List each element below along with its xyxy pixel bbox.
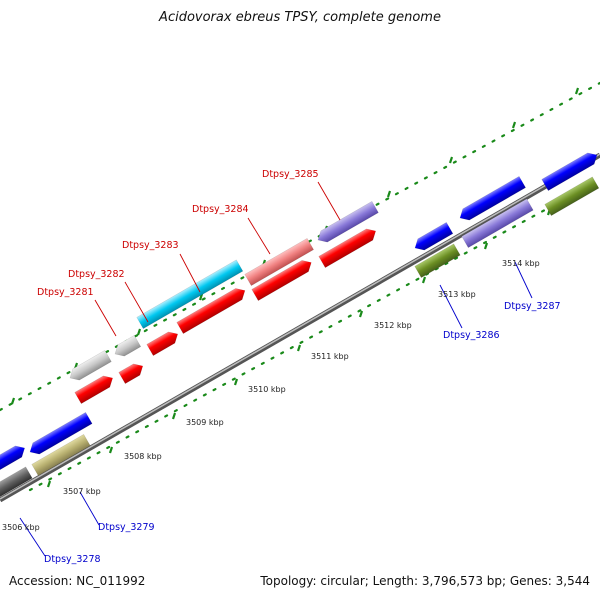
gene-feature[interactable] (67, 350, 112, 383)
gene-label-leader (439, 284, 463, 329)
gene-feature[interactable] (315, 201, 379, 245)
gene-feature[interactable] (176, 285, 248, 334)
gene-label-leader (94, 299, 117, 337)
gene-arrow[interactable] (136, 259, 244, 329)
gene-arrow[interactable] (0, 442, 28, 474)
gene-feature[interactable] (318, 225, 379, 268)
gene-label-leader (247, 217, 271, 255)
major-tick-mark (233, 378, 239, 386)
gene-feature[interactable] (541, 149, 600, 191)
major-tick-mark (386, 190, 392, 198)
major-tick-mark (136, 328, 142, 336)
gene-arrow[interactable] (74, 372, 116, 404)
kbp-tick-label: 3508 kbp (124, 452, 162, 461)
major-tick-mark (46, 480, 52, 488)
major-tick-mark (198, 293, 204, 301)
gene-arrow[interactable] (176, 285, 248, 334)
gene-feature[interactable] (251, 257, 315, 301)
gene-arrow[interactable] (27, 412, 93, 457)
kbp-tick-label: 3514 kbp (502, 259, 540, 268)
gene-arrow[interactable] (31, 434, 91, 476)
major-tick-mark (296, 344, 302, 352)
genome-backbone (0, 152, 600, 503)
gene-label[interactable]: Dtpsy_3278 (44, 554, 101, 565)
gene-arrow[interactable] (67, 350, 112, 383)
gene-feature[interactable] (461, 198, 534, 248)
gene-feature[interactable] (146, 328, 181, 356)
gene-feature[interactable] (412, 222, 454, 253)
kbp-tick-label: 3513 kbp (438, 290, 476, 299)
gene-label-leader (79, 491, 100, 526)
gene-arrow[interactable] (414, 243, 461, 278)
major-tick-mark (483, 242, 489, 250)
gene-arrow[interactable] (251, 257, 315, 301)
gene-arrow[interactable] (544, 176, 600, 216)
genome-summary-text: Topology: circular; Length: 3,796,573 bp… (260, 574, 590, 588)
major-tick-mark (171, 412, 177, 420)
gene-arrow[interactable] (457, 176, 526, 223)
major-tick-mark (358, 310, 364, 318)
gene-arrow[interactable] (412, 222, 454, 253)
major-tick-mark (574, 87, 580, 95)
kbp-tick-label: 3510 kbp (248, 385, 286, 394)
major-tick-mark (10, 397, 16, 405)
gene-arrow[interactable] (461, 198, 534, 248)
map-title: Acidovorax ebreus TPSY, complete genome (159, 10, 441, 25)
gene-feature[interactable] (414, 243, 461, 278)
gene-label[interactable]: Dtpsy_3284 (192, 204, 249, 215)
kbp-tick-label: 3512 kbp (374, 321, 412, 330)
gene-feature[interactable] (118, 360, 146, 384)
kbp-tick-label: 3506 kbp (2, 523, 40, 532)
inner-tick-track (28, 178, 600, 492)
gene-arrow[interactable] (112, 335, 142, 359)
gene-label-leader (124, 281, 149, 323)
kbp-tick-label: 3511 kbp (311, 352, 349, 361)
gene-label-leader (179, 253, 201, 293)
major-tick-mark (511, 121, 517, 129)
gene-feature[interactable] (31, 434, 91, 476)
gene-label[interactable]: Dtpsy_3287 (504, 301, 561, 312)
gene-feature[interactable] (136, 259, 244, 329)
major-tick-mark (108, 446, 114, 454)
gene-label[interactable]: Dtpsy_3286 (443, 330, 500, 341)
gene-label[interactable]: Dtpsy_3285 (262, 169, 319, 180)
gene-arrow[interactable] (146, 328, 181, 356)
gene-feature[interactable] (244, 238, 314, 286)
major-tick-mark (448, 156, 454, 164)
gene-label-leader (19, 517, 46, 557)
gene-feature[interactable] (0, 442, 28, 474)
genome-backbone-highlight (0, 153, 600, 500)
gene-arrow[interactable] (244, 238, 314, 286)
gene-feature[interactable] (112, 335, 142, 359)
gene-arrow[interactable] (318, 225, 379, 268)
gene-label[interactable]: Dtpsy_3279 (98, 522, 155, 533)
major-tick-mark (421, 276, 427, 284)
gene-feature[interactable] (457, 176, 526, 223)
accession-text: Accession: NC_011992 (9, 574, 146, 588)
gene-arrow[interactable] (541, 149, 600, 191)
gene-arrow[interactable] (118, 360, 146, 384)
gene-feature[interactable] (544, 176, 600, 216)
gene-feature[interactable] (74, 372, 116, 404)
gene-feature[interactable] (27, 412, 93, 457)
gene-feature[interactable] (0, 466, 33, 501)
kbp-tick-label: 3507 kbp (63, 487, 101, 496)
gene-label-leader (317, 181, 341, 221)
gene-arrow[interactable] (0, 466, 33, 501)
gene-label[interactable]: Dtpsy_3281 (37, 287, 94, 298)
gene-label[interactable]: Dtpsy_3282 (68, 269, 125, 280)
gene-arrow[interactable] (315, 201, 379, 245)
gene-label[interactable]: Dtpsy_3283 (122, 240, 179, 251)
gene-label-leader (514, 261, 533, 299)
kbp-tick-label: 3509 kbp (186, 418, 224, 427)
